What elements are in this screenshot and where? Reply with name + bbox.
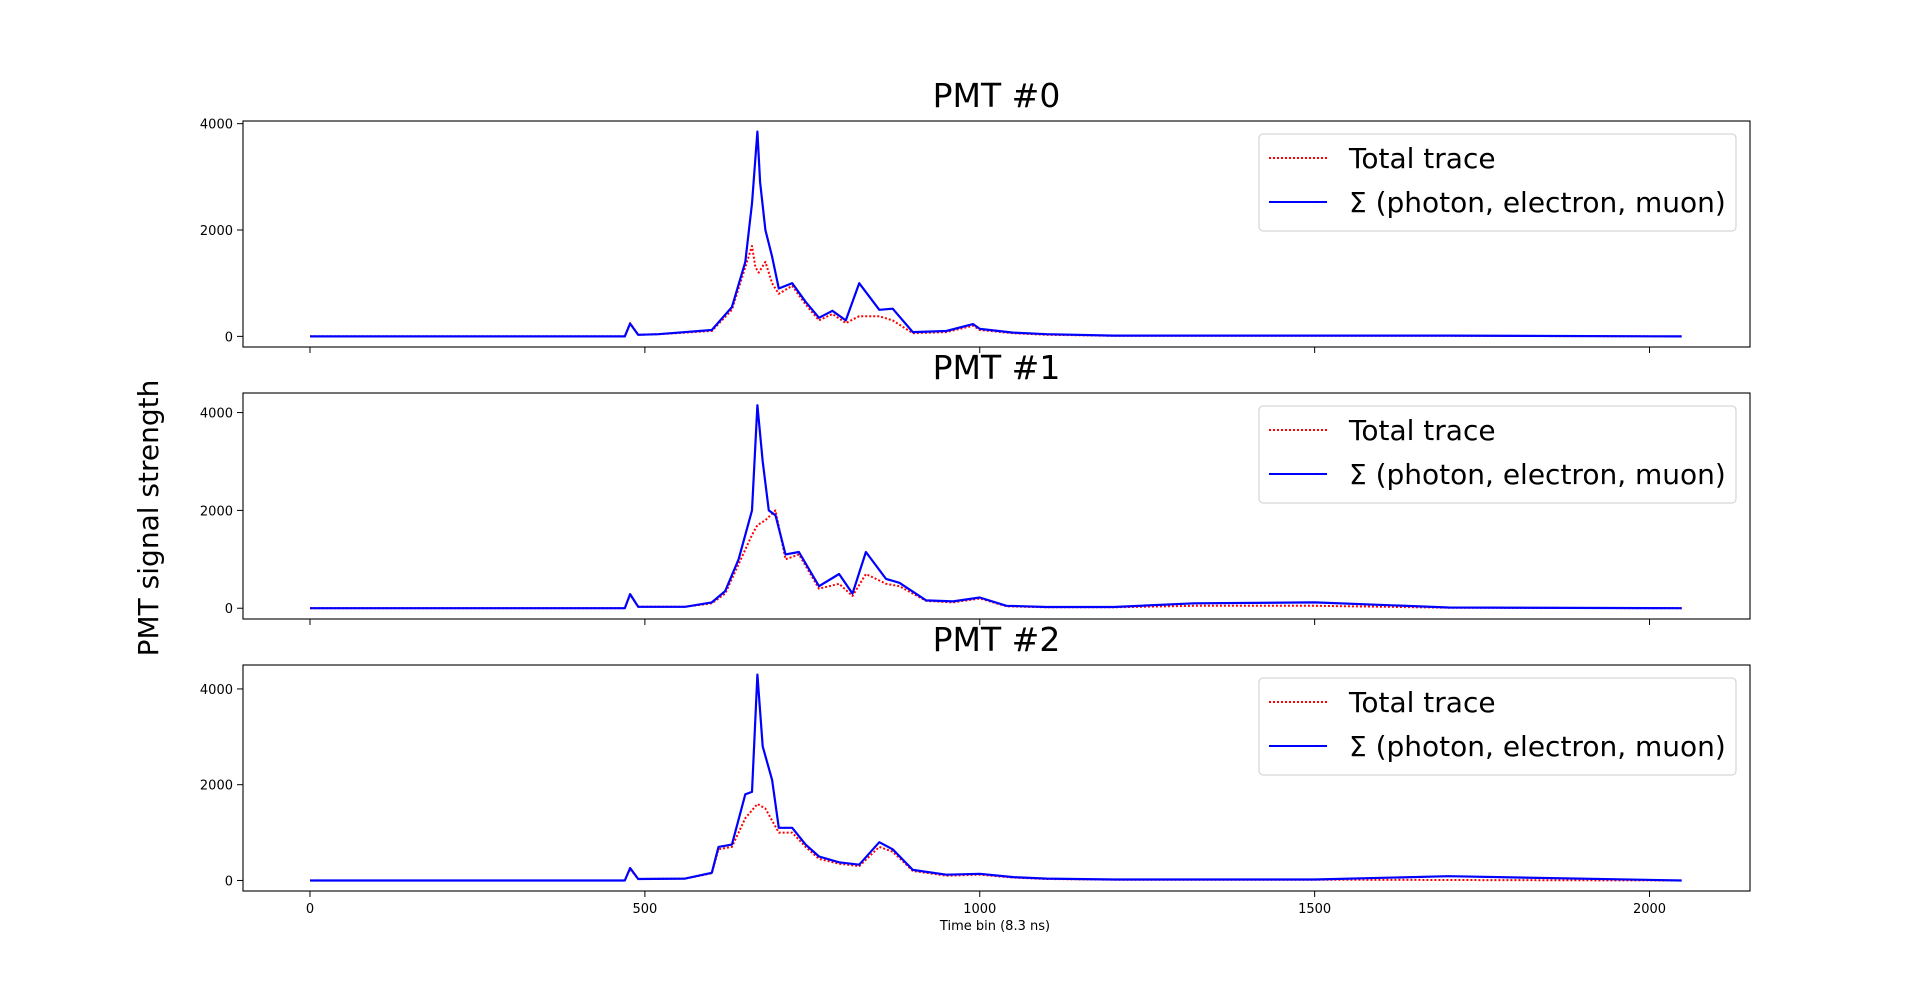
legend-label: Total trace — [1348, 686, 1496, 719]
series-line-total-trace — [310, 802, 1682, 882]
axes-frame — [242, 392, 1751, 620]
legend-label: Σ (photon, electron, muon) — [1349, 458, 1726, 491]
chart-panel-pmt-1: PMT #1 0 2000 4000 Total trace Σ (photon, ele… — [200, 348, 1751, 625]
x-tick-label: 2000 — [1633, 902, 1666, 917]
legend-box — [1258, 133, 1737, 232]
legend-label: Total trace — [1348, 414, 1496, 447]
axes-frame — [242, 120, 1751, 348]
series-line-sum — [310, 404, 1682, 610]
y-tick-label: 2000 — [200, 504, 233, 519]
y-tick-label: 2000 — [200, 779, 233, 794]
legend-label: Σ (photon, electron, muon) — [1349, 730, 1726, 763]
legend: Total trace Σ (photon, electron, muon) — [1258, 133, 1737, 232]
y-tick-label: 0 — [225, 874, 233, 889]
x-tick-label: 1500 — [1298, 902, 1331, 917]
series-line-sum — [310, 130, 1682, 338]
x-tick-label: 1000 — [963, 902, 996, 917]
y-tick-label: 0 — [225, 330, 233, 345]
series-line-total-trace — [310, 509, 1682, 610]
series-line-total-trace — [310, 245, 1682, 338]
chart-title: PMT #0 — [933, 76, 1061, 115]
series-line-sum — [310, 673, 1682, 882]
y-tick-label: 0 — [225, 602, 233, 617]
y-tick-label: 4000 — [200, 118, 233, 133]
x-tick-label: 500 — [632, 902, 657, 917]
legend-box — [1258, 405, 1737, 504]
y-axis-label: PMT signal strength — [132, 380, 165, 657]
y-tick-label: 4000 — [200, 407, 233, 422]
chart-panel-pmt-2: PMT #2 0 2000 4000 0 500 1000 1500 2000 Total tra… — [200, 620, 1751, 917]
legend-label: Total trace — [1348, 142, 1496, 175]
chart-panel-pmt-0: PMT #0 0 2000 4000 Total trace Σ (photon, ele… — [200, 76, 1751, 353]
legend-label: Σ (photon, electron, muon) — [1349, 186, 1726, 219]
y-tick-label: 2000 — [200, 224, 233, 239]
chart-title: PMT #1 — [933, 348, 1061, 387]
y-tick-label: 4000 — [200, 683, 233, 698]
chart-title: PMT #2 — [933, 620, 1061, 659]
axes-frame — [242, 664, 1751, 892]
x-axis-label: Time bin (8.3 ns) — [939, 919, 1050, 934]
legend-box — [1258, 677, 1737, 776]
x-tick-label: 0 — [306, 902, 314, 917]
legend: Total trace Σ (photon, electron, muon) — [1258, 677, 1737, 776]
legend: Total trace Σ (photon, electron, muon) — [1258, 405, 1737, 504]
